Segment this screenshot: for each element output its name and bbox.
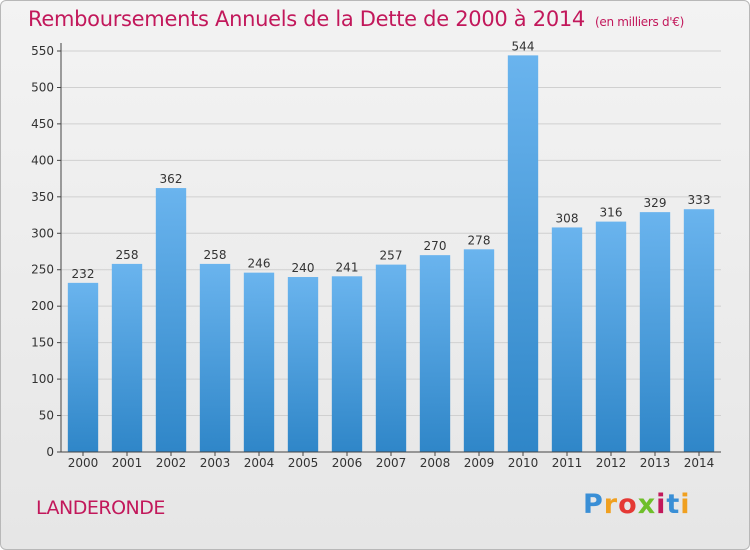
bar-value-label: 241 (336, 260, 359, 274)
bar-value-label: 258 (204, 248, 227, 262)
bar-value-label: 258 (116, 248, 139, 262)
bar (419, 255, 451, 452)
y-tick-label: 0 (46, 445, 54, 459)
proxiti-logo: Proxiti (583, 489, 691, 520)
x-tick-label: 2008 (420, 456, 451, 470)
logo-letter: t (666, 489, 681, 520)
bar (595, 221, 627, 452)
bar (155, 188, 187, 452)
x-tick-label: 2004 (244, 456, 275, 470)
x-tick-label: 2009 (464, 456, 495, 470)
y-tick-label: 550 (31, 44, 54, 58)
x-tick-label: 2006 (332, 456, 363, 470)
bar (639, 212, 671, 452)
x-tick-label: 2000 (68, 456, 99, 470)
title-text: Remboursements Annuels de la Dette de 20… (28, 7, 585, 31)
x-tick-label: 2012 (596, 456, 627, 470)
logo-letter: P (583, 489, 604, 520)
x-tick-label: 2014 (684, 456, 715, 470)
x-tick-label: 2003 (200, 456, 231, 470)
bar-value-label: 329 (644, 196, 667, 210)
y-tick-label: 400 (31, 153, 54, 167)
x-tick-label: 2001 (112, 456, 143, 470)
bar-value-label: 278 (468, 233, 491, 247)
x-tick-label: 2007 (376, 456, 407, 470)
logo-letter: r (603, 489, 619, 520)
x-tick-label: 2005 (288, 456, 319, 470)
unit-note: (en milliers d'€) (595, 15, 685, 29)
y-tick-label: 100 (31, 372, 54, 386)
y-tick-label: 250 (31, 263, 54, 277)
bar-value-label: 232 (72, 267, 95, 281)
x-tick-label: 2011 (552, 456, 583, 470)
y-tick-label: 300 (31, 226, 54, 240)
chart-title: Remboursements Annuels de la Dette de 20… (28, 7, 684, 31)
bar-value-label: 270 (424, 239, 447, 253)
bar-value-label: 544 (512, 39, 535, 53)
bar (243, 272, 275, 452)
bar-value-label: 240 (292, 261, 315, 275)
bar (683, 209, 715, 452)
bar (463, 249, 495, 452)
x-tick-label: 2013 (640, 456, 671, 470)
logo-letter: o (618, 489, 638, 520)
logo-letter: i (680, 489, 691, 520)
bar (287, 277, 319, 452)
bar (111, 263, 143, 452)
y-tick-label: 200 (31, 299, 54, 313)
logo-letter: x (637, 489, 657, 520)
commune-name: LANDERONDE (36, 497, 165, 519)
x-tick-label: 2010 (508, 456, 539, 470)
bar (67, 282, 99, 452)
y-tick-label: 50 (39, 409, 54, 423)
y-tick-label: 450 (31, 117, 54, 131)
bar-value-label: 257 (380, 249, 403, 263)
axes: 0 50 100 150 200 250 300 350 400 450 500 550 (31, 43, 721, 459)
logo-letter: i (656, 489, 667, 520)
bar-value-label: 316 (600, 206, 623, 220)
y-tick-label: 350 (31, 190, 54, 204)
bar-value-label: 362 (160, 172, 183, 186)
bar (375, 264, 407, 452)
labels: 232 2000 258 2001 362 2002 258 2003 246 2004 240 20… (68, 39, 715, 470)
bar (551, 227, 583, 452)
bar-value-label: 308 (556, 211, 579, 225)
bars (67, 55, 715, 453)
bar-value-label: 246 (248, 257, 271, 271)
bar (199, 263, 231, 452)
bar (507, 55, 539, 453)
y-tick-label: 150 (31, 336, 54, 350)
bar (331, 276, 363, 452)
bar-value-label: 333 (688, 193, 711, 207)
y-tick-label: 500 (31, 80, 54, 94)
x-tick-label: 2002 (156, 456, 187, 470)
